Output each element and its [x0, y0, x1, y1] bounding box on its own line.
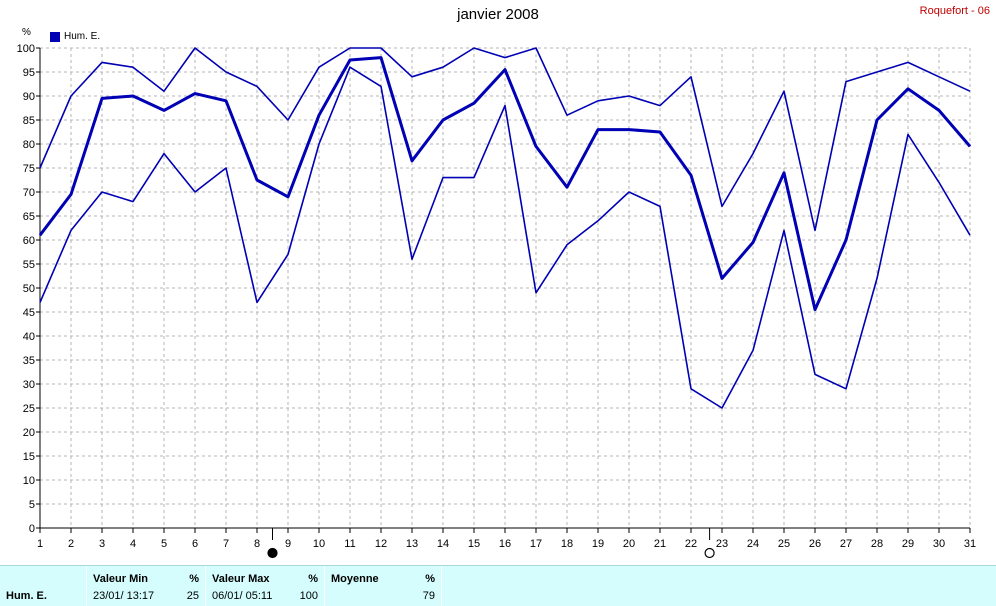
- legend-label: Hum. E.: [64, 31, 101, 42]
- moon-markers: [267, 528, 715, 559]
- y-tick-label: 90: [23, 91, 35, 103]
- y-tick-label: 5: [29, 499, 35, 511]
- x-tick-label: 8: [254, 538, 260, 550]
- y-tick-label: 100: [17, 43, 35, 55]
- y-tick-label: 95: [23, 67, 35, 79]
- y-tick-label: 10: [23, 475, 35, 487]
- max-cell: Valeur Max % 06/01/ 05:11 100: [206, 566, 325, 606]
- y-tick-label: 45: [23, 307, 35, 319]
- series-line-min: [39, 66, 971, 409]
- x-tick-label: 30: [933, 538, 945, 550]
- footer-row-label-cell: Hum. E.: [0, 566, 87, 606]
- x-tick-label: 6: [192, 538, 198, 550]
- min-value: 25: [186, 590, 199, 602]
- x-tick-label: 4: [130, 538, 136, 550]
- y-tick-label: 60: [23, 235, 35, 247]
- chart-grid: [40, 47, 971, 528]
- y-tick-label: 55: [23, 259, 35, 271]
- y-tick-label: 65: [23, 211, 35, 223]
- chart-series: [38, 47, 972, 409]
- x-tick-label: 23: [716, 538, 728, 550]
- y-tick-label: 85: [23, 115, 35, 127]
- max-when: 06/01/ 05:11: [212, 590, 273, 602]
- min-unit: %: [189, 573, 199, 585]
- x-tick-label: 31: [964, 538, 976, 550]
- min-when: 23/01/ 13:17: [93, 590, 155, 602]
- x-tick-label: 17: [530, 538, 542, 550]
- y-tick-label: 75: [23, 163, 35, 175]
- legend-swatch: [50, 31, 60, 42]
- y-tick-label: 35: [23, 355, 35, 367]
- x-tick-label: 26: [809, 538, 821, 550]
- x-tick-label: 13: [406, 538, 418, 550]
- footer-row-label: Hum. E.: [6, 590, 47, 602]
- y-tick-label: 20: [23, 427, 35, 439]
- x-tick-label: 14: [437, 538, 449, 550]
- x-tick-label: 25: [778, 538, 790, 550]
- chart-title: janvier 2008: [457, 6, 539, 23]
- humidity-chart: 0510152025303540455055606570758085909510…: [17, 43, 976, 559]
- max-header: Valeur Max: [212, 573, 270, 585]
- y-tick-label: 25: [23, 403, 35, 415]
- x-tick-label: 5: [161, 538, 167, 550]
- x-tick-label: 15: [468, 538, 480, 550]
- x-tick-label: 12: [375, 538, 387, 550]
- max-value: 100: [299, 590, 318, 602]
- y-tick-label: 0: [29, 523, 35, 535]
- y-tick-label: 50: [23, 283, 35, 295]
- x-tick-label: 16: [499, 538, 511, 550]
- y-tick-label: 70: [23, 187, 35, 199]
- series-line-mean: [38, 56, 972, 312]
- y-tick-label: 15: [23, 451, 35, 463]
- max-unit: %: [308, 573, 318, 585]
- station-name: Roquefort - 06: [919, 5, 990, 17]
- legend: Hum. E.: [50, 31, 100, 42]
- x-tick-label: 22: [685, 538, 697, 550]
- min-cell: Valeur Min % 23/01/ 13:17 25: [87, 566, 206, 606]
- min-header: Valeur Min: [93, 573, 149, 585]
- full-moon-icon: [267, 547, 278, 559]
- x-tick-label: 18: [561, 538, 573, 550]
- y-tick-label: 30: [23, 379, 35, 391]
- y-tick-label: 80: [23, 139, 35, 151]
- x-tick-label: 2: [68, 538, 74, 550]
- y-axis-unit: %: [22, 27, 31, 38]
- mean-value: 79: [422, 590, 435, 602]
- mean-header: Moyenne: [331, 573, 379, 585]
- x-tick-label: 21: [654, 538, 666, 550]
- x-tick-label: 29: [902, 538, 914, 550]
- x-tick-label: 7: [223, 538, 229, 550]
- stats-footer: Hum. E. Valeur Min % 23/01/ 13:17 25 Val…: [0, 565, 996, 606]
- x-tick-label: 10: [313, 538, 325, 550]
- chart-axes: 0510152025303540455055606570758085909510…: [17, 43, 976, 550]
- x-tick-label: 3: [99, 538, 105, 550]
- series-line-max: [39, 47, 971, 232]
- mean-unit: %: [425, 573, 435, 585]
- x-tick-label: 24: [747, 538, 759, 550]
- x-tick-label: 19: [592, 538, 604, 550]
- x-tick-label: 11: [344, 538, 355, 550]
- x-tick-label: 28: [871, 538, 883, 550]
- x-tick-label: 1: [37, 538, 43, 550]
- x-tick-label: 9: [285, 538, 291, 550]
- x-tick-label: 27: [840, 538, 852, 550]
- y-tick-label: 40: [23, 331, 35, 343]
- mean-cell: Moyenne % 79: [325, 566, 442, 606]
- x-tick-label: 20: [623, 538, 635, 550]
- new-moon-icon: [704, 547, 715, 559]
